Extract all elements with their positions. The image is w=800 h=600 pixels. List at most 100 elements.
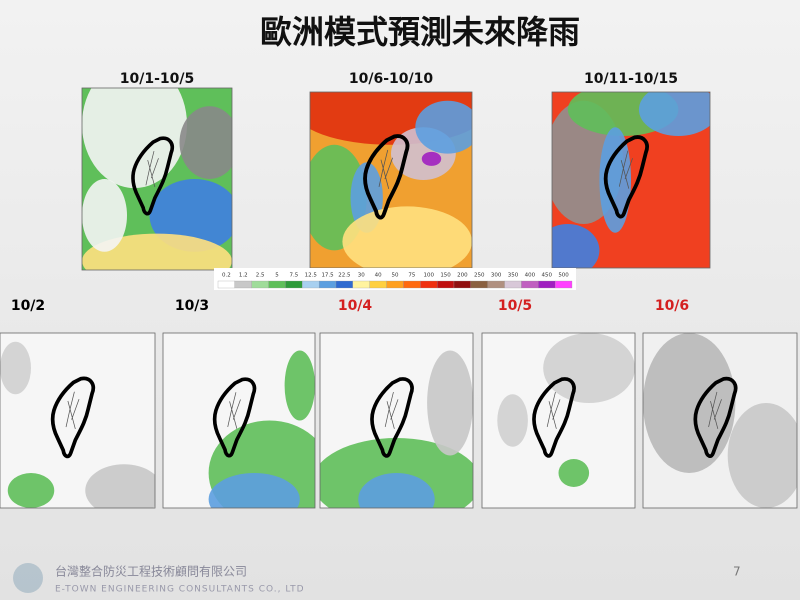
rain-area: [358, 473, 435, 508]
logo: [13, 563, 43, 593]
colorbar-label: 100: [423, 273, 434, 279]
colorbar-swatch: [217, 280, 236, 289]
map: [0, 332, 156, 509]
colorbar-swatch: [403, 280, 421, 289]
colorbar-label: 7.5: [289, 273, 298, 279]
colorbar-label: 40: [375, 273, 382, 279]
colorbar-swatch: [436, 280, 455, 289]
colorbar-swatch: [554, 280, 573, 289]
map-frame: [551, 91, 711, 269]
rain-area: [552, 224, 600, 268]
colorbar-swatch: [369, 280, 387, 289]
colorbar-label: 50: [392, 273, 399, 279]
colorbar-swatch: [470, 280, 488, 289]
colorbar-swatch: [318, 280, 337, 289]
colorbar-label: 5: [275, 273, 279, 279]
colorbar-swatch: [268, 280, 286, 289]
colorbar-label: 2.5: [256, 273, 265, 279]
colorbar-swatch: [251, 280, 269, 289]
rain-area: [149, 179, 232, 252]
colorbar-label: 300: [491, 273, 502, 279]
map-layer: [82, 88, 232, 270]
colorbar-swatch: [285, 280, 303, 289]
company-en: E-TOWN ENGINEERING CONSULTANTS CO., LTD: [55, 585, 305, 595]
colorbar: 0.2 1.2 2.5 5 7.5 12.5 17.5 22.5 30 40 50 75 100 150 2…: [214, 268, 576, 290]
rain-area: [179, 106, 232, 179]
colorbar-label: 75: [408, 273, 415, 279]
map-frame: [162, 332, 316, 509]
rain-area: [82, 233, 232, 270]
map-layer: [310, 92, 472, 268]
map-frame: [642, 332, 798, 509]
map: [309, 91, 473, 269]
rain-area: [643, 333, 736, 473]
colorbar-label: 250: [474, 273, 485, 279]
day-label: 10/3: [175, 298, 209, 314]
colorbar-swatch: [538, 280, 556, 289]
rain-area: [82, 88, 187, 189]
rain-area: [421, 151, 442, 166]
rain-area: [85, 464, 155, 508]
colorbar-label: 22.5: [338, 273, 351, 279]
company: 台灣整合防災工程技術顧問有限公司: [55, 564, 247, 579]
rain-area: [427, 350, 473, 456]
map-frame: [481, 332, 636, 509]
map-layer: [482, 333, 635, 508]
colorbar-swatch: [386, 280, 404, 289]
rain-area: [208, 473, 300, 508]
colorbar-swatch: [335, 280, 354, 289]
colorbar-swatch: [521, 280, 539, 289]
map: [551, 91, 711, 269]
day-label: 10/4: [338, 298, 373, 314]
map-frame: [0, 332, 156, 509]
rain-area: [727, 403, 797, 508]
rain-area: [0, 341, 31, 395]
day-label: 10/5: [498, 298, 532, 314]
map: [642, 332, 798, 509]
colorbar-swatch: [487, 280, 505, 289]
colorbar-label: 400: [525, 273, 536, 279]
map-frame: [81, 87, 233, 271]
colorbar-swatch: [504, 280, 522, 289]
colorbar-label: 350: [508, 273, 519, 279]
map-layer: [320, 333, 473, 508]
colorbar-label: 0.2: [222, 273, 231, 279]
day-label: 10/2: [11, 298, 45, 314]
rain-area: [638, 92, 710, 136]
colorbar-swatch: [352, 280, 370, 289]
rain-area: [599, 127, 631, 233]
rain-area: [543, 333, 635, 403]
map-layer: [643, 333, 797, 508]
rain-area: [415, 100, 472, 154]
map-layer: [163, 333, 315, 508]
period-label: 10/6-10/10: [349, 71, 433, 87]
colorbar-label: 200: [457, 273, 468, 279]
map-frame: [319, 332, 474, 509]
colorbar-swatch: [234, 280, 252, 289]
title: 歐洲模式預測未來降雨: [260, 13, 580, 51]
page-number: 7: [733, 565, 741, 579]
colorbar-swatch: [420, 280, 438, 289]
map: [81, 87, 233, 271]
period-label: 10/11-10/15: [584, 71, 678, 87]
day-label: 10/6: [655, 298, 689, 314]
rain-area: [497, 394, 528, 447]
colorbar-swatch: [453, 280, 472, 289]
colorbar-swatch: [302, 280, 320, 289]
map-layer: [0, 333, 155, 508]
rain-area: [558, 459, 590, 487]
period-label: 10/1-10/5: [120, 71, 194, 87]
colorbar-label: 1.2: [239, 273, 248, 279]
colorbar-label: 30: [358, 273, 365, 279]
rain-area: [342, 206, 472, 268]
colorbar-label: 150: [440, 273, 451, 279]
map: [481, 332, 636, 509]
map-layer: [552, 92, 710, 268]
map: [162, 332, 316, 509]
rain-area: [82, 179, 127, 252]
colorbar-label: 12.5: [305, 273, 318, 279]
rain-area: [7, 473, 55, 508]
colorbar-label: 17.5: [321, 273, 334, 279]
maps: [0, 87, 798, 509]
